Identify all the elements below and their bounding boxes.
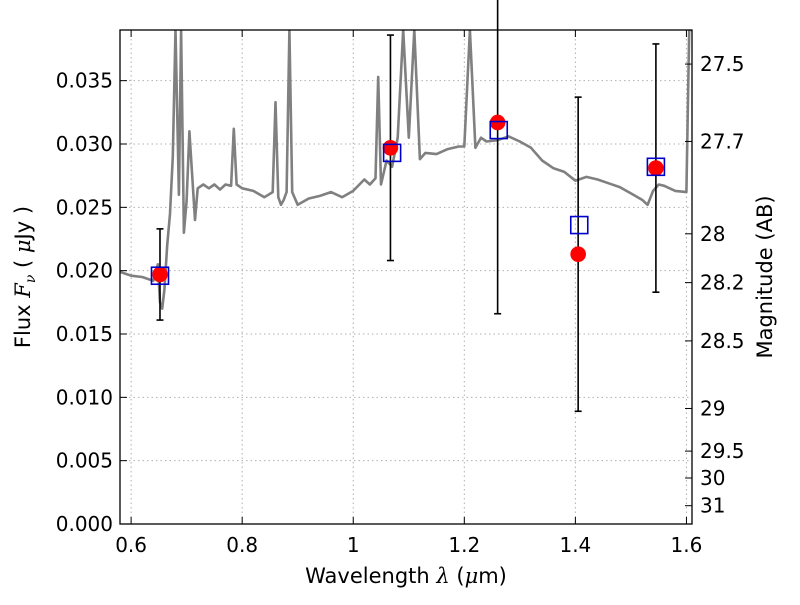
y2-tick-label: 29.5 [700, 439, 745, 463]
y-tick-label: 0.010 [56, 385, 113, 409]
x-tick-label: 1.2 [448, 533, 480, 557]
y2-tick-label: 29 [700, 396, 725, 420]
y2-axis-title: Magnitude (AB) [753, 195, 777, 358]
y2-tick-label: 30 [700, 466, 725, 490]
observed-flux-point [382, 140, 399, 156]
plot-area [120, 30, 692, 524]
y-tick-label: 0.005 [56, 449, 113, 473]
model-flux-square [150, 266, 170, 286]
y-tick-label: 0.015 [56, 322, 113, 346]
y-axis-title: Flux Fν ( μJy ) [11, 206, 39, 348]
observed-flux-point [570, 246, 586, 262]
x-tick-label: 1 [347, 533, 360, 557]
y2-tick-label: 28 [700, 222, 725, 246]
x-tick-label: 1.4 [559, 533, 591, 557]
x-tick-label: 0.8 [226, 533, 258, 557]
observed-flux-point [489, 114, 506, 131]
y2-tick-label: 27.5 [700, 52, 745, 76]
y2-tick-label: 31 [700, 494, 725, 518]
spectrum-layer [120, 30, 692, 311]
x-axis-title: Wavelength λ (μm) [305, 564, 507, 588]
observed-flux-point [152, 266, 168, 283]
axis-ticks: 0.6 0.8 1 1.2 1.4 1.6 0.000 0.005 0.010 0.015 0.02… [56, 30, 745, 557]
y-tick-label: 0.030 [56, 132, 113, 156]
y-tick-label: 0.000 [56, 512, 113, 536]
model-flux-square [489, 120, 509, 140]
plot-frame [119, 29, 693, 525]
x-tick-label: 1.6 [671, 533, 703, 557]
spectrum-line [120, 30, 692, 311]
model-flux-square [382, 143, 402, 163]
y2-tick-label: 27.7 [700, 129, 745, 153]
y-tick-label: 0.025 [56, 195, 113, 219]
model-flux-square [646, 157, 666, 177]
y-tick-label: 0.035 [56, 69, 113, 93]
model-flux-square [569, 215, 589, 235]
observed-flux-point [648, 160, 664, 176]
y-tick-label: 0.020 [56, 259, 113, 283]
y2-tick-label: 28.2 [700, 271, 745, 295]
x-tick-label: 0.6 [115, 533, 147, 557]
points-layer [150, 0, 666, 413]
y2-tick-label: 28.5 [700, 329, 745, 353]
